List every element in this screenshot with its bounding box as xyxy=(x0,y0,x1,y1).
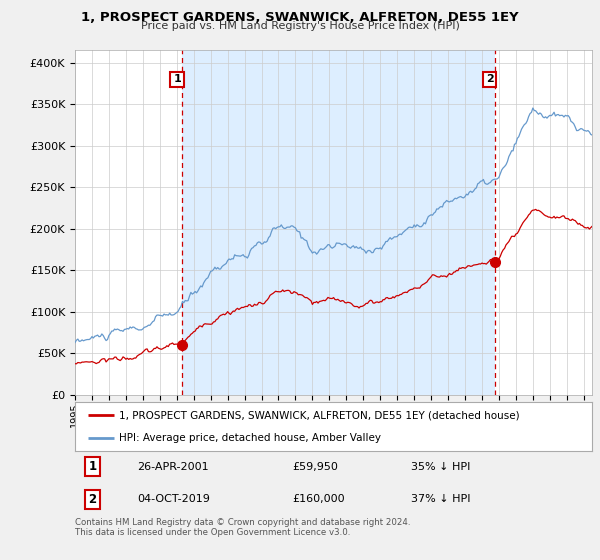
Text: £160,000: £160,000 xyxy=(292,494,345,505)
Text: 37% ↓ HPI: 37% ↓ HPI xyxy=(411,494,470,505)
Text: 1: 1 xyxy=(89,460,97,473)
Text: 2: 2 xyxy=(89,493,97,506)
Text: 1: 1 xyxy=(173,74,181,85)
Text: 35% ↓ HPI: 35% ↓ HPI xyxy=(411,461,470,472)
Text: 1, PROSPECT GARDENS, SWANWICK, ALFRETON, DE55 1EY (detached house): 1, PROSPECT GARDENS, SWANWICK, ALFRETON,… xyxy=(119,410,520,421)
Text: 04-OCT-2019: 04-OCT-2019 xyxy=(137,494,210,505)
Text: HPI: Average price, detached house, Amber Valley: HPI: Average price, detached house, Ambe… xyxy=(119,433,381,444)
Text: 26-APR-2001: 26-APR-2001 xyxy=(137,461,209,472)
Text: 1, PROSPECT GARDENS, SWANWICK, ALFRETON, DE55 1EY: 1, PROSPECT GARDENS, SWANWICK, ALFRETON,… xyxy=(81,11,519,24)
Text: Price paid vs. HM Land Registry's House Price Index (HPI): Price paid vs. HM Land Registry's House … xyxy=(140,21,460,31)
Text: 2: 2 xyxy=(486,74,493,85)
Bar xyxy=(182,50,494,395)
Text: £59,950: £59,950 xyxy=(292,461,338,472)
Text: Contains HM Land Registry data © Crown copyright and database right 2024.
This d: Contains HM Land Registry data © Crown c… xyxy=(75,518,410,538)
